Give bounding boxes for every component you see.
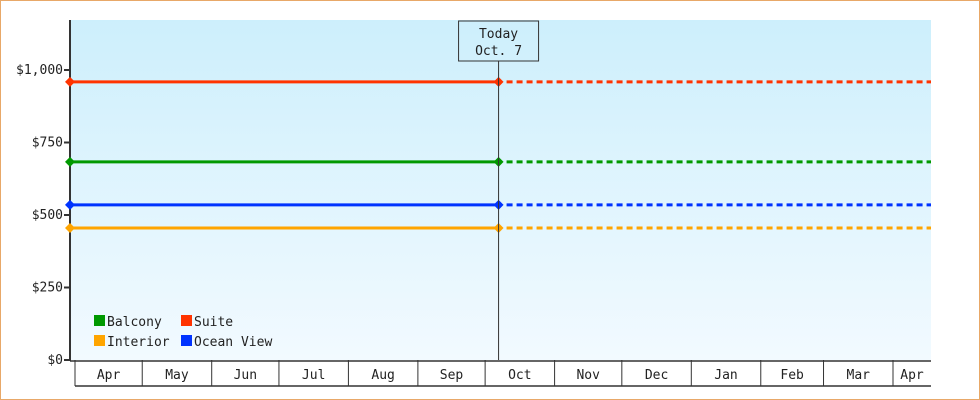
x-tick-label: Jul: [302, 368, 325, 383]
today-label: Today: [479, 27, 518, 42]
data-point: [65, 223, 75, 234]
x-tick-label: Nov: [576, 368, 600, 383]
x-tick-label: Mar: [847, 368, 871, 383]
x-tick-label: Sep: [440, 368, 464, 383]
x-tick-label: Aug: [371, 368, 394, 383]
x-tick-label: Jun: [234, 368, 257, 383]
y-tick-label: $1,000: [16, 63, 63, 78]
x-tick-label: Apr: [97, 368, 121, 383]
legend-label: Suite: [194, 315, 233, 330]
legend-label: Ocean View: [194, 335, 272, 350]
today-date: Oct. 7: [475, 44, 522, 59]
legend-label: Interior: [107, 335, 170, 350]
x-tick-label: Jan: [714, 368, 737, 383]
plot-area: [70, 20, 931, 360]
x-tick-label: Feb: [780, 368, 804, 383]
legend-label: Balcony: [107, 315, 162, 330]
x-tick-label: Dec: [645, 368, 668, 383]
today-label-box: [458, 20, 540, 62]
legend-swatch: [181, 335, 192, 346]
y-tick-label: $750: [32, 136, 63, 151]
legend-swatch: [181, 315, 192, 326]
x-tick-label: Apr: [900, 368, 924, 383]
legend-swatch: [94, 335, 105, 346]
y-tick-label: $0: [47, 353, 63, 368]
legend-swatch: [94, 315, 105, 326]
data-point: [65, 76, 75, 87]
y-tick-label: $250: [32, 281, 63, 296]
x-tick-label: Oct: [508, 368, 531, 383]
data-point: [65, 156, 75, 167]
data-point: [65, 199, 75, 210]
y-tick-label: $500: [32, 208, 63, 223]
x-tick-label: May: [165, 368, 189, 383]
